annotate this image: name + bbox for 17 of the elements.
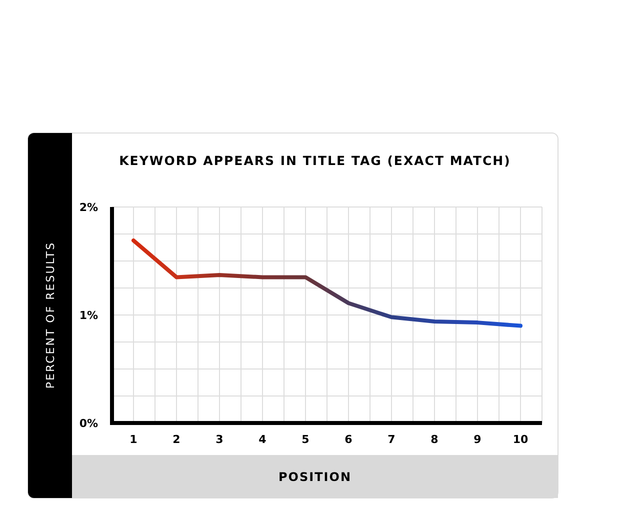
x-tick-label: 1	[130, 433, 138, 446]
line-series	[132, 238, 522, 328]
x-tick-label: 9	[474, 433, 482, 446]
x-tick-label: 4	[258, 433, 267, 446]
x-tick-label: 5	[302, 433, 310, 446]
x-tick-label: 3	[216, 433, 224, 446]
x-tick-label: 6	[344, 433, 353, 446]
x-tick-label: 2	[172, 433, 180, 446]
y-tick-label: 0%	[79, 417, 98, 430]
x-tick-label: 7	[388, 433, 396, 446]
x-axis-title: POSITION	[278, 470, 352, 484]
y-axis-title: PERCENT OF RESULTS	[44, 241, 57, 389]
y-tick-label: 1%	[79, 309, 98, 322]
chart-title: KEYWORD APPEARS IN TITLE TAG (EXACT MATCH)	[119, 153, 511, 168]
y-tick-label: 2%	[79, 201, 98, 214]
x-tick-label: 10	[512, 433, 528, 446]
x-tick-label: 8	[430, 433, 438, 446]
